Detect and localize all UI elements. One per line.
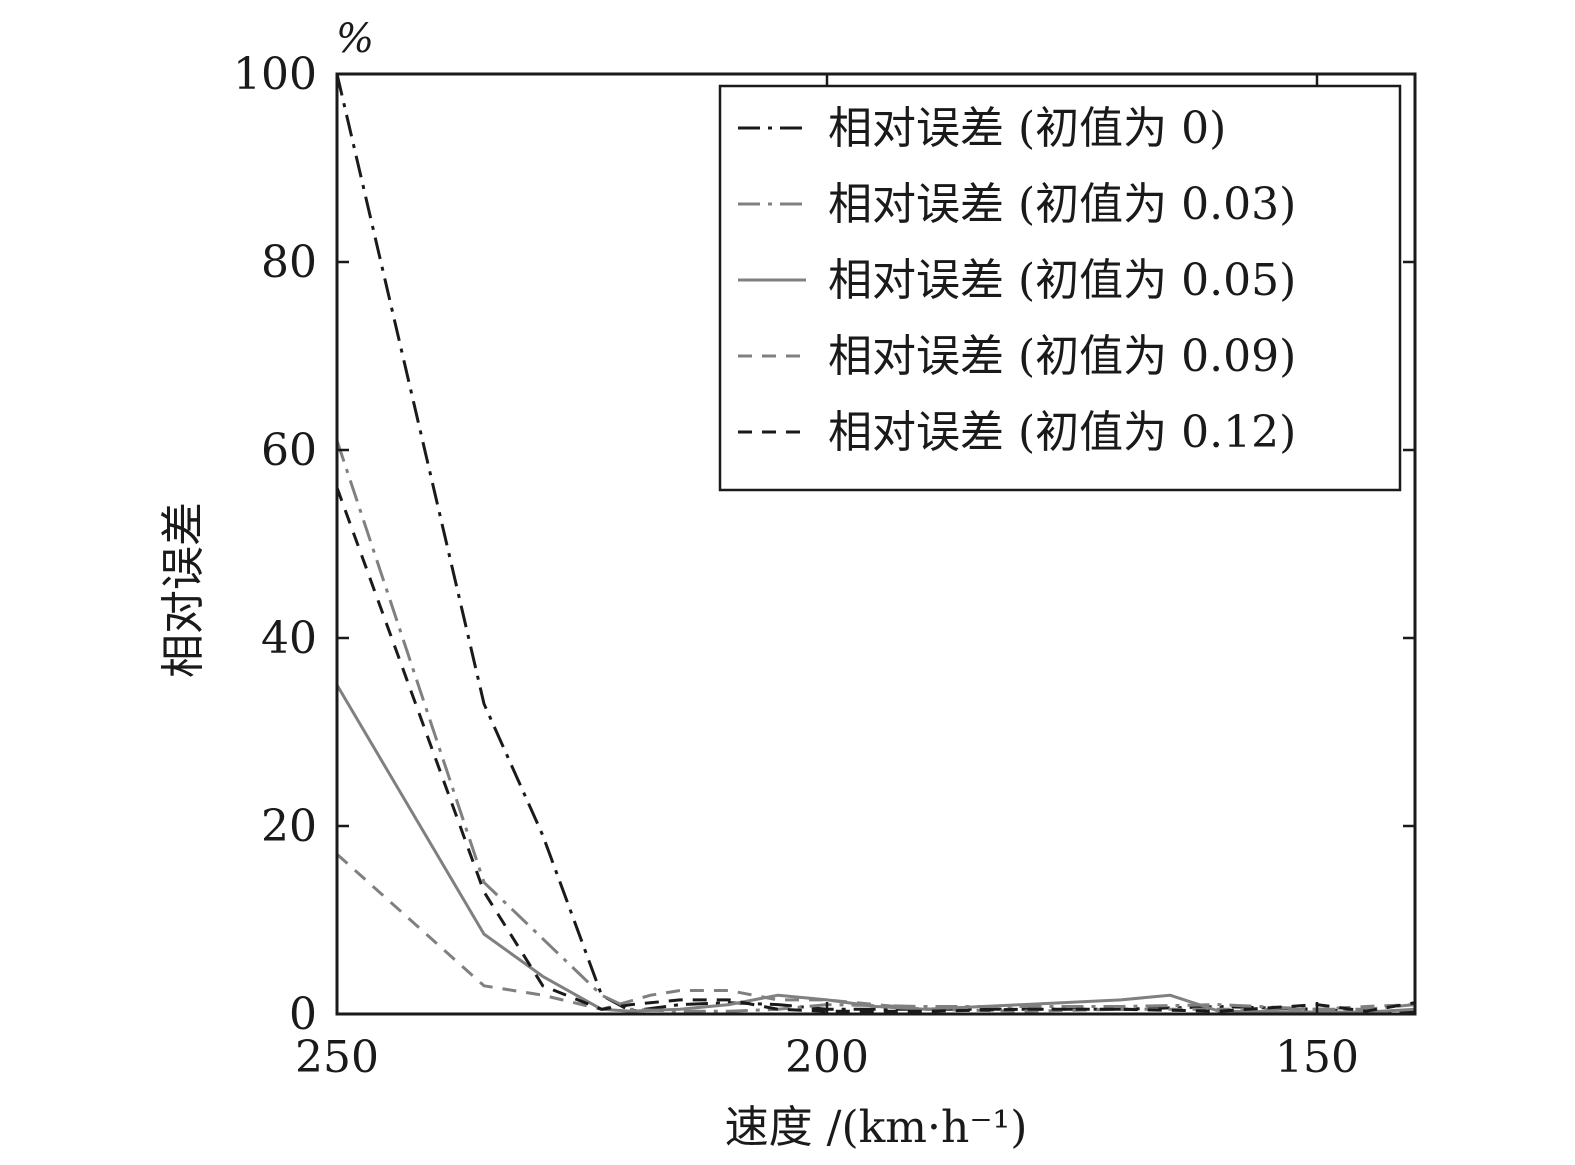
x-tick-label: 200 (785, 1032, 869, 1083)
series-line-5 (335, 487, 1416, 1013)
y-tick-label: 0 (289, 989, 317, 1040)
legend: 相对误差 (初值为 0) 相对误差 (初值为 0.03) 相对误差 (初值为 0.0… (718, 84, 1402, 492)
legend-label-2: 相对误差 (初值为 0.03) (828, 179, 1296, 230)
legend-label-4: 相对误差 (初值为 0.09) (828, 331, 1296, 382)
y-tick-label: 60 (261, 425, 317, 476)
plot-frame (335, 72, 1417, 1016)
legend-box (718, 84, 1402, 492)
series-line-3 (335, 684, 1416, 1014)
y-tick-label: 100 (233, 49, 317, 100)
legend-label-5: 相对误差 (初值为 0.12) (828, 407, 1296, 458)
y-tick-label: 20 (261, 801, 317, 852)
x-tick-label: 150 (1275, 1032, 1359, 1083)
x-tick-label: 250 (295, 1032, 379, 1083)
legend-label-3: 相对误差 (初值为 0.05) (828, 255, 1296, 306)
y-tick-label: 40 (261, 613, 317, 664)
x-axis-title: 速度 /(km·h⁻¹) (725, 1102, 1028, 1153)
tick-marks-and-labels: 0 20 40 60 80 100 250 200 150 (233, 49, 1415, 1083)
axes (335, 72, 1417, 1016)
y-axis-title: 相对误差 (158, 502, 209, 678)
legend-label-1: 相对误差 (初值为 0) (828, 103, 1226, 154)
series-line-1 (335, 73, 1416, 1014)
y-tick-label: 80 (261, 237, 317, 288)
plot-lines (335, 73, 1416, 1014)
series-line-2 (335, 440, 1416, 1013)
series-line-4 (335, 853, 1416, 1013)
y-unit-label: % (336, 16, 374, 62)
